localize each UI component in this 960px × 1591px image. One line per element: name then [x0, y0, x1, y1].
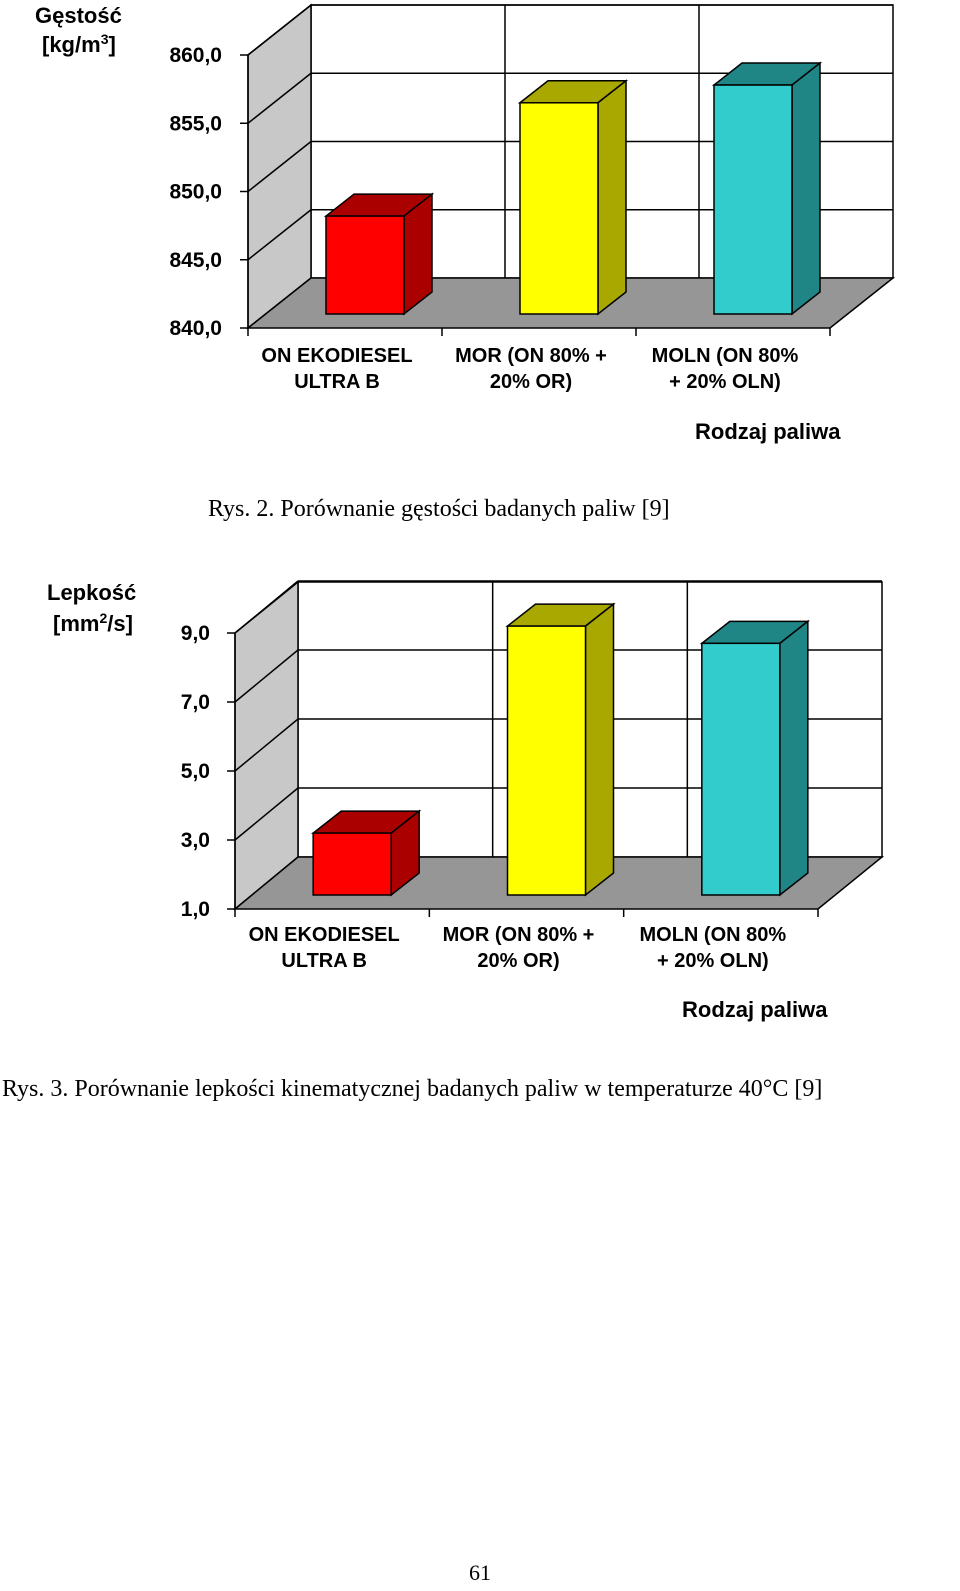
y-axis-ticks: 1,0 3,0 5,0 7,0 9,0: [181, 622, 819, 921]
bar-1: [323, 192, 435, 316]
figure-caption-2: Rys. 2. Porównanie gęstości badanych pal…: [208, 496, 670, 522]
gridline-side: [247, 209, 312, 261]
x-axis-categories: ON EKODIESEL ULTRA B MOR (ON 80% + 20% OR) M…: [261, 345, 798, 393]
bar-front: [325, 215, 405, 315]
bar-3: [711, 61, 823, 316]
gridline-side: [247, 4, 312, 56]
x-axis-title: Rodzaj paliwa: [682, 997, 828, 1022]
gridline-side: [234, 787, 299, 841]
bar-front: [713, 84, 793, 315]
x-category-label: MOR (ON 80% +: [443, 924, 595, 946]
bar-3: [699, 619, 811, 897]
y-tick-label: 9,0: [181, 622, 210, 645]
x-category-label: MOR (ON 80% +: [455, 345, 607, 367]
y-axis-title: Lepkość: [47, 580, 136, 605]
x-category-label: + 20% OLN): [657, 950, 769, 972]
bar-front: [701, 642, 781, 896]
y-tick-label: 7,0: [181, 691, 210, 714]
gridline-side: [247, 140, 312, 193]
bar-side: [791, 61, 821, 316]
x-category-label: 20% OR): [490, 371, 572, 393]
bar-side: [597, 79, 627, 316]
y-tick-label: 840,0: [169, 317, 222, 340]
figure-caption-3: Rys. 3. Porównanie lepkości kinematyczne…: [2, 1076, 823, 1102]
x-category-label: MOLN (ON 80%: [652, 345, 799, 367]
x-category-label: MOLN (ON 80%: [639, 924, 786, 946]
density-chart: 840,0 845,0 850,0 855,0 860,0 ON EKODIESEL UL…: [35, 3, 896, 444]
gridline-side: [234, 649, 299, 703]
y-axis-ticks: 840,0 845,0 850,0 855,0 860,0: [169, 44, 831, 340]
page-number: 61: [469, 1560, 491, 1585]
x-category-label: ON EKODIESEL: [249, 924, 400, 946]
bar-2: [505, 602, 616, 897]
y-tick-label: 855,0: [169, 112, 222, 135]
y-axis-unit: [kg/m3]: [42, 31, 116, 57]
bar-2: [517, 79, 629, 316]
y-tick-label: 850,0: [169, 181, 222, 204]
bars: [310, 602, 811, 897]
y-tick-label: 860,0: [169, 44, 222, 67]
viscosity-chart: 1,0 3,0 5,0 7,0 9,0 ON EKODIESEL ULTRA B MOR (…: [47, 580, 885, 1022]
bar-front: [312, 832, 392, 896]
bar-side: [403, 192, 433, 316]
gridline-side: [234, 718, 299, 772]
bar-side: [584, 602, 615, 897]
bar-side: [779, 619, 809, 897]
x-category-label: 20% OR): [477, 950, 559, 972]
y-axis-unit: [mm2/s]: [53, 610, 133, 636]
y-tick-label: 1,0: [181, 898, 210, 921]
bars: [323, 61, 823, 316]
y-axis-title: Gęstość: [35, 3, 122, 28]
x-category-label: ULTRA B: [294, 371, 380, 393]
y-tick-label: 5,0: [181, 760, 210, 783]
bar-1: [310, 809, 422, 897]
y-tick-label: 3,0: [181, 829, 210, 852]
y-tick-label: 845,0: [169, 249, 222, 272]
bar-front: [519, 102, 599, 315]
gridline-side: [247, 72, 312, 124]
x-category-label: ULTRA B: [281, 950, 367, 972]
gridline-side: [234, 580, 299, 634]
x-category-label: + 20% OLN): [669, 371, 781, 393]
x-axis-title: Rodzaj paliwa: [695, 419, 841, 444]
bar-front: [506, 625, 587, 896]
x-axis-categories: ON EKODIESEL ULTRA B MOR (ON 80% + 20% OR) M…: [249, 924, 787, 972]
x-category-label: ON EKODIESEL: [261, 345, 412, 367]
